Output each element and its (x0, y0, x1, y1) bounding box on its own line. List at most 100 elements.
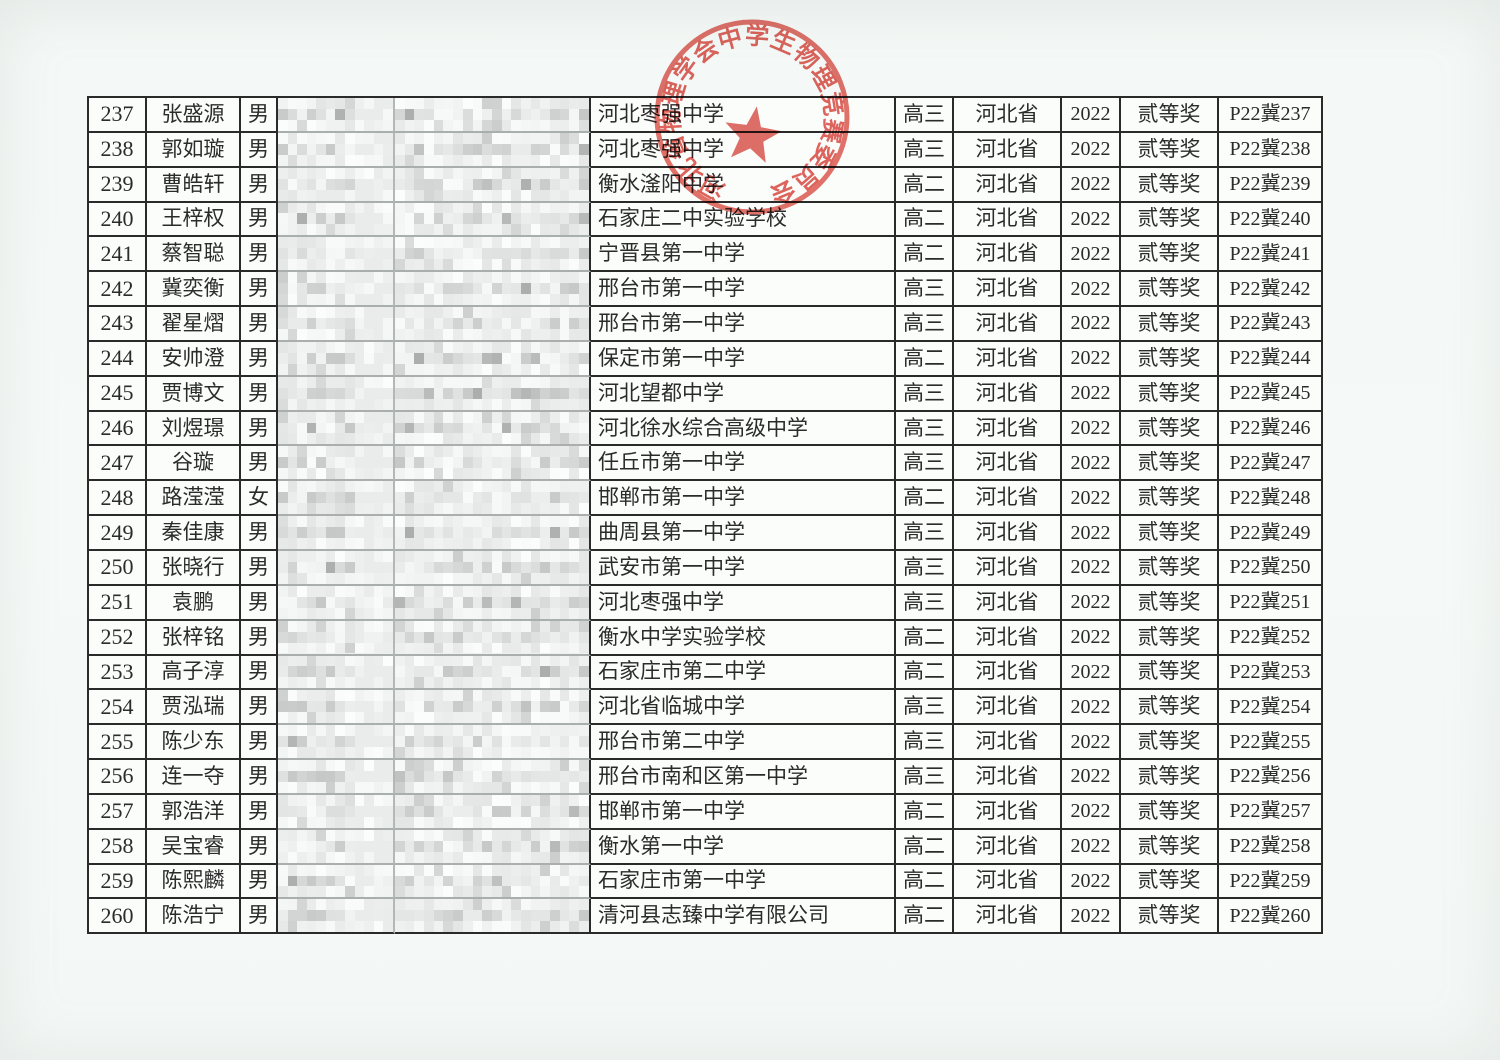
cell-year: 2022 (1062, 411, 1121, 447)
mosaic-pixel (354, 363, 365, 375)
mosaic-pixel (383, 829, 393, 841)
mosaic-pixel (383, 921, 393, 933)
cell-award: 贰等奖 (1121, 794, 1219, 830)
mosaic-pixel (383, 677, 393, 689)
mosaic-pixel (443, 886, 454, 898)
mosaic-pixel (443, 213, 454, 225)
mosaic-pixel (345, 307, 355, 318)
mosaic-pixel (373, 422, 384, 434)
mosaic-pixel (335, 318, 346, 329)
mosaic-pixel (316, 550, 326, 562)
mosaic-pixel (491, 259, 502, 271)
mosaic-pixel (335, 655, 346, 667)
mosaic-pixel (501, 701, 512, 713)
mosaic-pixel (383, 712, 393, 724)
mosaic-pixel (472, 527, 483, 538)
mosaic-pixel (404, 132, 415, 144)
cell-award: 贰等奖 (1121, 411, 1219, 447)
mosaic-pixel (306, 119, 317, 131)
mosaic-pixel (424, 143, 434, 155)
mosaic-pixel (550, 457, 560, 469)
mosaic-pixel (520, 921, 531, 933)
mosaic-pixel (297, 607, 307, 619)
mosaic-pixel (520, 248, 531, 260)
mosaic-pixel (491, 642, 502, 654)
mosaic-pixel (443, 840, 454, 852)
mosaic-pixel (383, 202, 393, 214)
mosaic-pixel (511, 770, 521, 782)
cell-year: 2022 (1062, 98, 1121, 133)
mosaic-pixel (297, 167, 307, 179)
cell-no: 259 (89, 864, 147, 900)
mosaic-pixel (559, 781, 570, 793)
mosaic-pixel (453, 864, 463, 876)
mosaic-pixel (316, 875, 326, 887)
cell-gender: 男 (241, 307, 278, 342)
mosaic-pixel (501, 492, 512, 504)
mosaic-pixel (345, 527, 355, 538)
mosaic-pixel (472, 272, 483, 284)
mosaic-pixel (364, 725, 374, 737)
mosaic-pixel (383, 503, 393, 515)
mosaic-pixel (462, 829, 473, 841)
mosaic-pixel (491, 294, 502, 306)
mosaic-pixel (530, 572, 541, 584)
mosaic-pixel (395, 538, 405, 549)
mosaic-pixel (316, 561, 326, 573)
mosaic-pixel (501, 178, 512, 190)
mosaic-pixel (414, 387, 425, 399)
mosaic-pixel (297, 224, 307, 236)
mosaic-pixel (383, 631, 393, 643)
cell-redacted2 (395, 376, 591, 412)
mosaic-pixel (569, 283, 580, 295)
mosaic-pixel (306, 446, 317, 458)
mosaic-pixel (404, 272, 415, 284)
cell-redacted1 (278, 411, 395, 447)
mosaic-pixel (306, 341, 317, 353)
mosaic-pixel (530, 816, 541, 828)
mosaic-pixel (491, 363, 502, 375)
mosaic-pixel (424, 387, 434, 399)
mosaic-pixel (335, 572, 346, 584)
mosaic-pixel (540, 189, 550, 201)
mosaic-pixel (520, 677, 531, 689)
mosaic-pixel (424, 690, 434, 702)
cell-gender: 男 (241, 237, 278, 273)
mosaic-pixel (414, 736, 425, 748)
mosaic-pixel (335, 620, 346, 632)
mosaic-pixel (482, 352, 492, 364)
mosaic-pixel (345, 712, 355, 724)
mosaic-pixel (433, 527, 444, 538)
mosaic-pixel (335, 666, 346, 678)
mosaic-pixel (373, 516, 384, 528)
mosaic-pixel (335, 433, 346, 445)
mosaic-pixel (345, 433, 355, 445)
mosaic-pixel (345, 387, 355, 399)
mosaic-pixel (383, 108, 393, 120)
mosaic-pixel (482, 468, 492, 480)
mosaic-pixel (472, 503, 483, 515)
mosaic-pixel (462, 561, 473, 573)
mosaic-pixel (404, 596, 415, 608)
cell-year: 2022 (1062, 272, 1121, 308)
mosaic-pixel (335, 446, 346, 458)
mosaic-pixel (559, 422, 570, 434)
mosaic-pixel (335, 886, 346, 898)
mosaic-pixel (530, 481, 541, 493)
mosaic-pixel (354, 328, 365, 340)
mosaic-pixel (364, 272, 374, 284)
mosaic-pixel (414, 886, 425, 898)
mosaic-pixel (579, 422, 589, 434)
mosaic-pixel (579, 829, 589, 841)
mosaic-pixel (278, 376, 288, 388)
mosaic-pixel (472, 585, 483, 597)
cell-gender: 男 (241, 760, 278, 795)
mosaic-pixel (364, 98, 374, 109)
mosaic-pixel (569, 167, 580, 179)
cell-award: 贰等奖 (1121, 481, 1219, 517)
mosaic-pixel (278, 538, 288, 549)
mosaic-pixel (559, 376, 570, 388)
mosaic-pixel (345, 864, 355, 876)
mosaic-pixel (491, 794, 502, 806)
mosaic-pixel (501, 119, 512, 131)
